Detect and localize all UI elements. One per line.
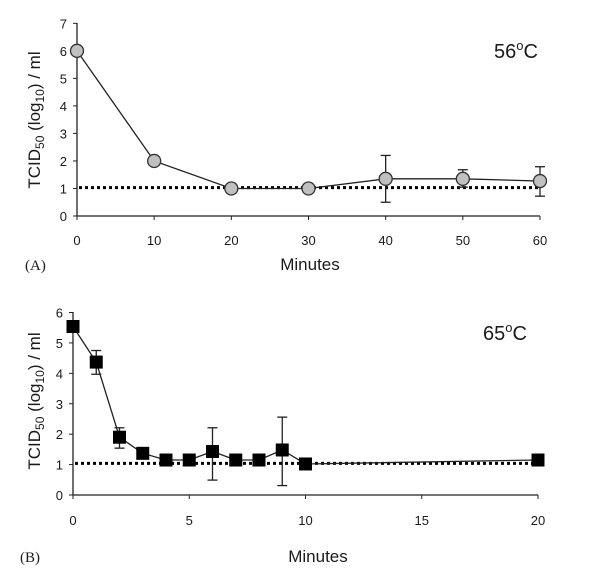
y-axis-title-mid: (log [25,384,44,417]
y-axis-title-end: ) / ml [25,332,44,370]
data-point [531,453,545,467]
x-tick-label: 10 [298,513,312,528]
degree-symbol: o [516,38,523,53]
y-tick-label: 0 [60,209,67,224]
panel-label: (A) [25,258,46,274]
y-axis-title-mid: (log [25,103,44,136]
data-point [455,171,470,186]
temperature-unit: C [523,41,537,63]
y-tick-label: 3 [60,126,67,141]
data-point [69,43,85,58]
data-point [299,457,312,471]
y-tick-label: 1 [56,458,63,473]
y-tick-label: 6 [60,44,67,59]
y-axis-title: TCID50 (log10) / ml [25,51,47,188]
x-tick-label: 5 [186,513,193,528]
y-tick-label: 3 [56,397,63,412]
x-tick-label: 40 [378,233,392,248]
x-tick-label: 20 [531,513,545,528]
y-tick-label: 5 [56,336,63,351]
temperature-value: 56 [494,41,516,63]
data-point [136,446,150,460]
data-point [66,319,80,333]
series-line [72,326,539,465]
y-tick-label: 5 [60,71,67,86]
y-tick-label: 2 [60,154,67,169]
y-axis-title-sub: 50 [33,135,47,149]
y-tick-label: 4 [56,366,63,381]
x-tick-label: 15 [415,513,429,528]
data-point [252,453,266,467]
y-tick-label: 7 [60,16,67,31]
data-point [159,453,173,467]
x-tick-label: 10 [147,233,161,248]
y-axis-title-main: TCID [25,149,44,189]
chart-65c: 0 1 2 3 4 5 6 0 5 10 15 20 65oC Minutes (B) TCID50 (log… [20,306,545,567]
panel-label: (B) [20,550,40,566]
y-axis-title-sub2: 10 [33,89,47,103]
data-point [182,453,196,467]
y-tick-label: 4 [60,99,67,114]
series-line [76,50,541,190]
data-point [113,430,126,444]
x-tick-label: 0 [69,513,76,528]
x-tick-label: 50 [456,233,470,248]
y-tick-label: 1 [60,181,67,196]
y-axis-title-sub2: 10 [33,370,47,384]
x-tick-label: 20 [224,233,238,248]
x-tick-label: 30 [301,233,315,248]
x-tick-label: 60 [533,233,547,248]
temperature-label: 65oC [483,320,527,345]
y-axis-title-main: TCID [25,430,44,470]
y-axis-title: TCID50 (log10) / ml [25,332,47,469]
y-tick-label: 0 [56,488,63,503]
temperature-unit: C [512,323,526,345]
data-point [206,445,219,459]
data-point [301,181,316,196]
y-tick-label: 6 [56,306,63,321]
y-axis-title-end: ) / ml [25,51,44,89]
data-point [275,443,289,457]
data-point [229,453,243,467]
data-point [378,171,393,186]
data-point [89,355,103,369]
degree-symbol: o [505,320,512,335]
x-axis-title: Minutes [280,255,340,274]
data-point [224,181,239,196]
x-axis-title: Minutes [288,547,348,566]
x-tick-label: 0 [73,233,80,248]
data-point [147,153,162,169]
temperature-label: 56oC [494,38,538,63]
y-tick-label: 2 [56,427,63,442]
data-point [532,173,548,189]
temperature-value: 65 [483,323,505,345]
y-axis-title-sub: 50 [33,416,47,430]
